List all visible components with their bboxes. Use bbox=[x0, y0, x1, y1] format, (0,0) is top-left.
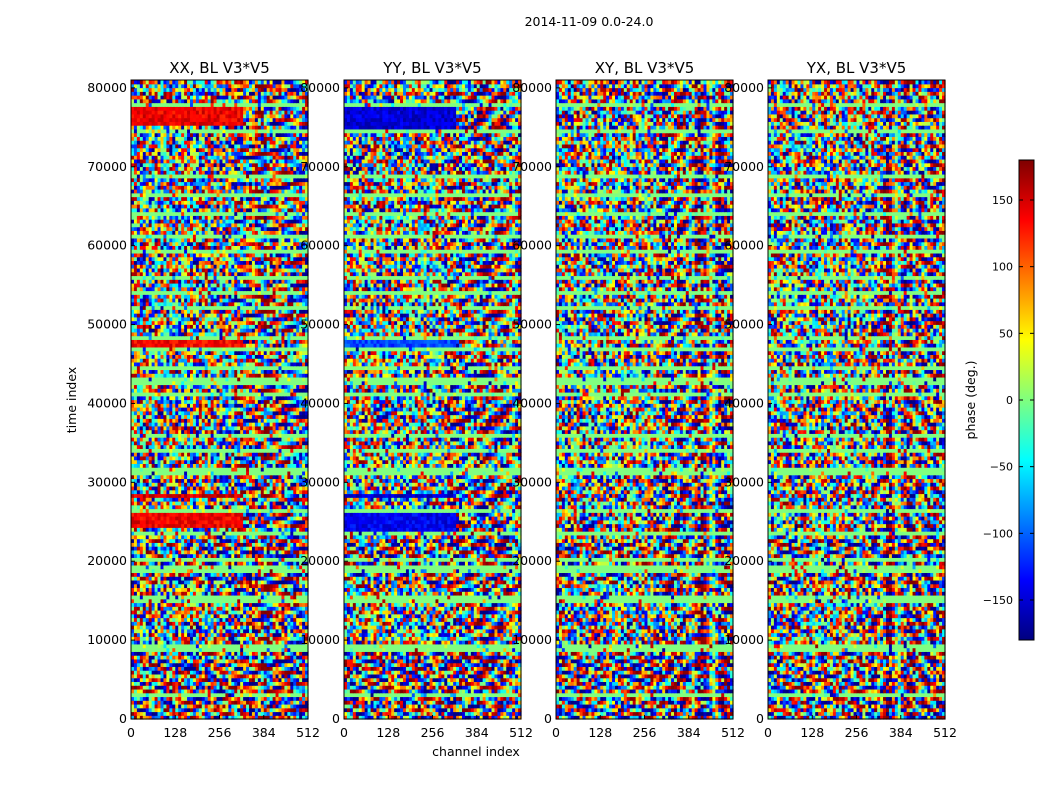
x-tick-label: 0 bbox=[127, 725, 135, 740]
panel-xy: XY, BL V3*V5 0 128 256 384 512 0 10000 20000 3000… bbox=[512, 59, 745, 740]
colorbar-label: phase (deg.) bbox=[963, 361, 978, 440]
y-tick-label: 80000 bbox=[87, 80, 127, 95]
phase-image bbox=[768, 80, 946, 720]
y-tick-label: 80000 bbox=[300, 80, 340, 95]
x-tick-label: 128 bbox=[376, 725, 400, 740]
y-tick-label: 30000 bbox=[724, 474, 764, 489]
y-tick-label: 20000 bbox=[87, 553, 127, 568]
y-tick-label: 20000 bbox=[512, 553, 552, 568]
y-tick-label: 10000 bbox=[87, 632, 127, 647]
y-tick-label: 20000 bbox=[724, 553, 764, 568]
x-tick-label: 0 bbox=[552, 725, 560, 740]
x-tick-label: 128 bbox=[800, 725, 824, 740]
colorbar-tick-label: −100 bbox=[983, 527, 1013, 540]
x-tick-label: 256 bbox=[845, 725, 869, 740]
y-tick-label: 50000 bbox=[87, 317, 127, 332]
y-tick-label: 60000 bbox=[87, 238, 127, 253]
y-tick-label: 10000 bbox=[512, 632, 552, 647]
y-tick-label: 20000 bbox=[300, 553, 340, 568]
y-tick-label: 70000 bbox=[87, 159, 127, 174]
y-tick-label: 0 bbox=[756, 711, 764, 726]
colorbar-tick-label: −150 bbox=[983, 594, 1013, 607]
y-tick-label: 40000 bbox=[512, 395, 552, 410]
panel-title: XY, BL V3*V5 bbox=[595, 59, 695, 77]
panel-yy: YY, BL V3*V5 0 128 256 384 512 0 10000 20000 3000… bbox=[300, 59, 533, 740]
y-tick-label: 0 bbox=[544, 711, 552, 726]
panel-xx: XX, BL V3*V5 0 128 256 384 512 0 10000 20000 3000… bbox=[87, 59, 320, 740]
x-tick-label: 128 bbox=[163, 725, 187, 740]
figure: 2014-11-09 0.0-24.0 XX, BL V3*V5 0 128 256 3… bbox=[0, 0, 1050, 800]
panel-yx: YX, BL V3*V5 0 128 256 384 512 0 10000 20000 3000… bbox=[724, 59, 957, 740]
y-tick-label: 50000 bbox=[724, 317, 764, 332]
y-tick-label: 40000 bbox=[87, 395, 127, 410]
x-tick-label: 256 bbox=[208, 725, 232, 740]
x-tick-label: 384 bbox=[465, 725, 489, 740]
y-tick-label: 70000 bbox=[512, 159, 552, 174]
y-tick-label: 50000 bbox=[512, 317, 552, 332]
colorbar: −150 −100 −50 0 50 100 150 phase (deg.) bbox=[963, 160, 1034, 640]
y-tick-label: 60000 bbox=[512, 238, 552, 253]
y-tick-label: 70000 bbox=[724, 159, 764, 174]
colorbar-tick-label: 50 bbox=[999, 327, 1013, 340]
y-tick-label: 30000 bbox=[300, 474, 340, 489]
colorbar-tick-label: 150 bbox=[992, 194, 1013, 207]
x-tick-label: 512 bbox=[509, 725, 533, 740]
colorbar-tick-label: −50 bbox=[990, 461, 1013, 474]
phase-image bbox=[344, 80, 522, 720]
y-tick-label: 60000 bbox=[300, 238, 340, 253]
y-tick-label: 30000 bbox=[87, 474, 127, 489]
x-tick-label: 384 bbox=[889, 725, 913, 740]
panel-title: XX, BL V3*V5 bbox=[169, 59, 270, 77]
y-tick-label: 10000 bbox=[300, 632, 340, 647]
x-tick-label: 0 bbox=[340, 725, 348, 740]
y-tick-label: 50000 bbox=[300, 317, 340, 332]
y-tick-label: 0 bbox=[332, 711, 340, 726]
x-tick-label: 384 bbox=[677, 725, 701, 740]
x-tick-label: 512 bbox=[933, 725, 957, 740]
x-tick-label: 0 bbox=[764, 725, 772, 740]
y-tick-label: 10000 bbox=[724, 632, 764, 647]
panel-title: YX, BL V3*V5 bbox=[806, 59, 907, 77]
phase-image bbox=[131, 80, 309, 720]
colorbar-tick-label: 100 bbox=[992, 261, 1013, 274]
x-tick-label: 512 bbox=[296, 725, 320, 740]
x-axis-label: channel index bbox=[432, 744, 520, 759]
y-tick-label: 40000 bbox=[724, 395, 764, 410]
y-tick-label: 60000 bbox=[724, 238, 764, 253]
y-tick-label: 40000 bbox=[300, 395, 340, 410]
y-tick-label: 30000 bbox=[512, 474, 552, 489]
x-tick-label: 256 bbox=[421, 725, 445, 740]
phase-image bbox=[556, 80, 734, 720]
x-tick-label: 128 bbox=[588, 725, 612, 740]
figure-title: 2014-11-09 0.0-24.0 bbox=[525, 14, 654, 29]
y-tick-label: 70000 bbox=[300, 159, 340, 174]
x-tick-label: 256 bbox=[633, 725, 657, 740]
panel-title: YY, BL V3*V5 bbox=[382, 59, 481, 77]
x-tick-label: 384 bbox=[252, 725, 276, 740]
y-axis-label: time index bbox=[64, 367, 79, 433]
y-tick-label: 0 bbox=[119, 711, 127, 726]
colorbar-tick-label: 0 bbox=[1006, 394, 1013, 407]
y-tick-label: 80000 bbox=[724, 80, 764, 95]
y-tick-label: 80000 bbox=[512, 80, 552, 95]
x-tick-label: 512 bbox=[721, 725, 745, 740]
